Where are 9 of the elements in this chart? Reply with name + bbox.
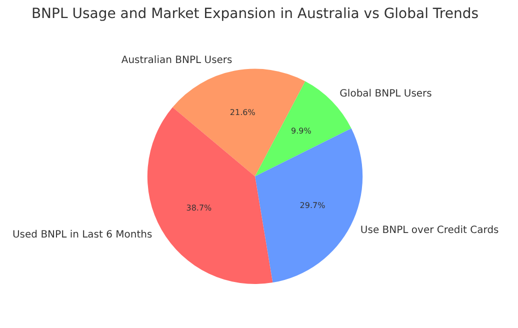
data-label: 29.7% bbox=[300, 200, 326, 210]
chart-title: BNPL Usage and Market Expansion in Australia vs Global Trends bbox=[31, 6, 479, 22]
data-label: 21.6% bbox=[230, 108, 256, 118]
slice-label: Global BNPL Users bbox=[340, 88, 432, 100]
data-label: 9.9% bbox=[291, 126, 312, 136]
slice-label: Used BNPL in Last 6 Months bbox=[12, 230, 152, 241]
slice-label: Use BNPL over Credit Cards bbox=[360, 224, 499, 236]
slice-label: Australian BNPL Users bbox=[121, 54, 232, 66]
data-label: 38.7% bbox=[186, 203, 212, 212]
